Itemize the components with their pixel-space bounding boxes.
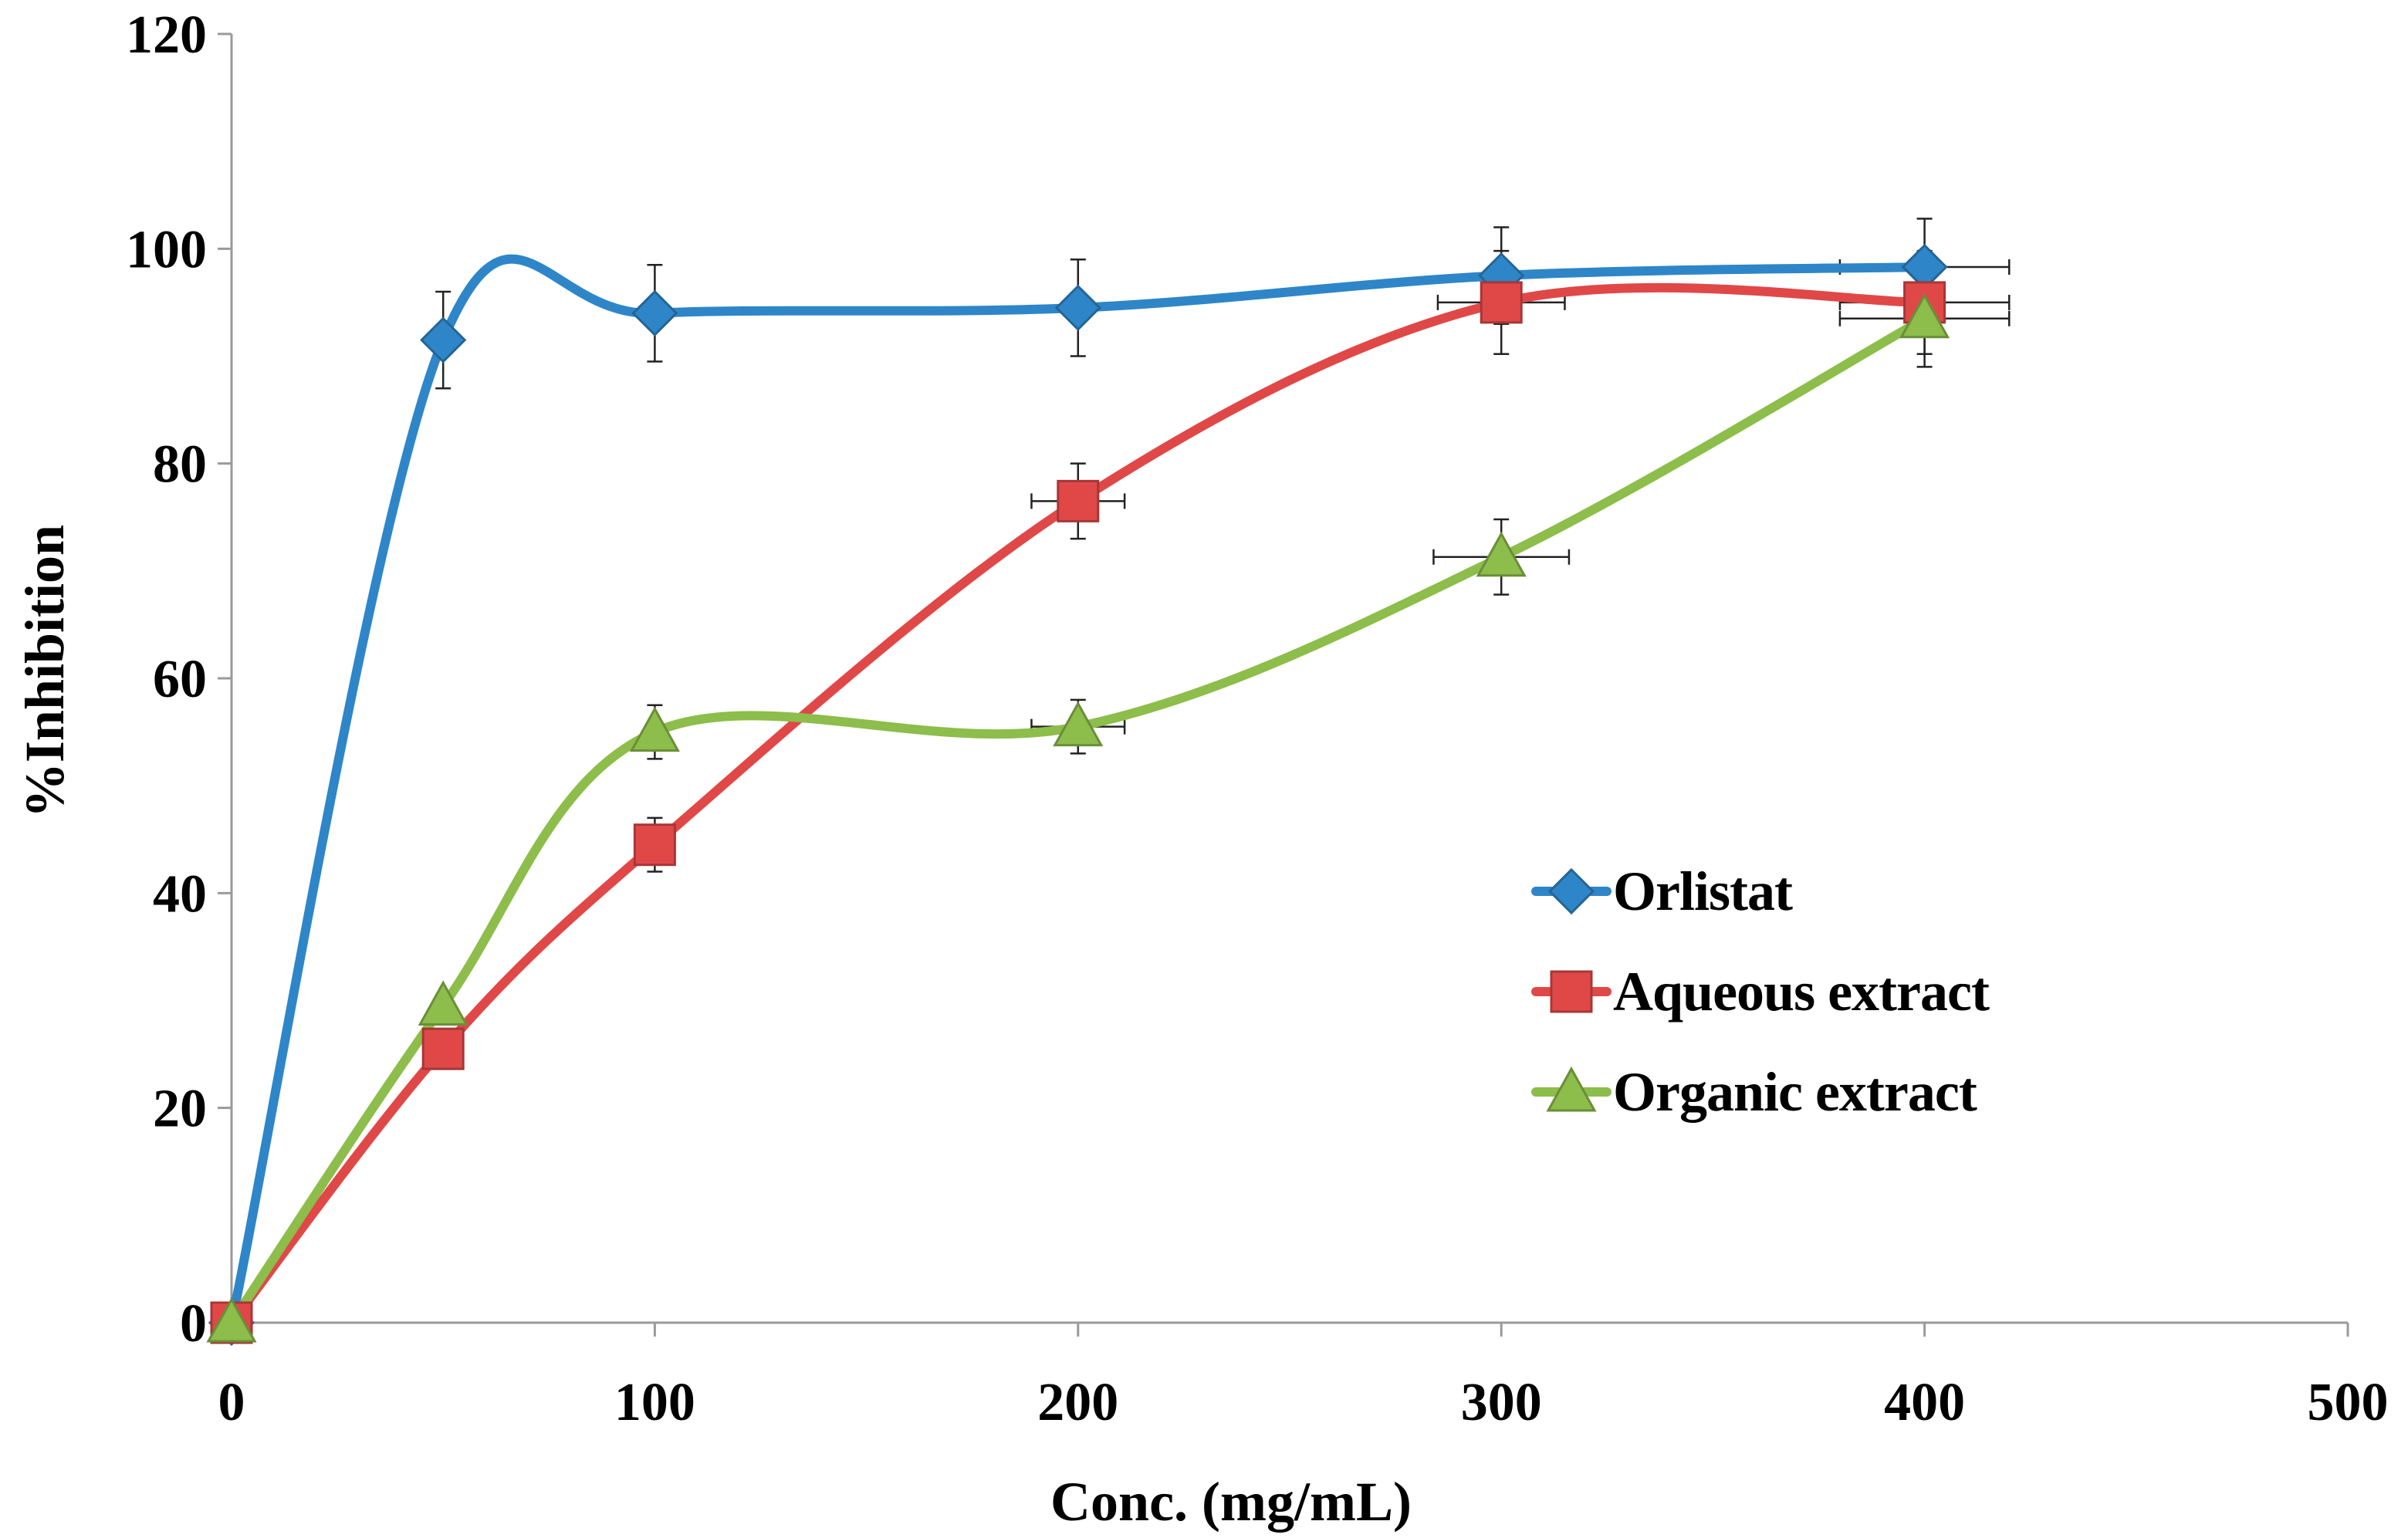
data-point-orlistat <box>1054 284 1101 331</box>
legend-marker-orlistat <box>1547 867 1595 915</box>
y-axis-title: %Inhibition <box>14 525 76 818</box>
y-tick-label: 80 <box>153 435 207 495</box>
data-point-organic-extract <box>206 1296 257 1343</box>
data-point-organic-extract <box>629 706 680 752</box>
legend-label-aqueous-extract: Aqueous extract <box>1613 961 1990 1023</box>
legend-marker-organic-extract <box>1546 1066 1597 1112</box>
x-tick-label: 500 <box>2308 1373 2389 1432</box>
tick-labels: 0 20 40 60 80 100 120 0 100 200 300 400 500 <box>126 5 2389 1432</box>
legend-label-organic-extract: Organic extract <box>1613 1061 1977 1123</box>
data-point-aqueous-extract <box>421 1027 465 1070</box>
data-point-organic-extract <box>1899 292 1950 339</box>
data-markers <box>206 243 1950 1347</box>
x-axis-title: Conc. (mg/mL) <box>1050 1471 1412 1533</box>
legend-marker-aqueous-extract <box>1550 970 1593 1013</box>
data-point-organic-extract <box>1476 531 1527 577</box>
data-point-orlistat <box>420 316 467 363</box>
data-point-orlistat <box>631 289 678 336</box>
data-point-aqueous-extract <box>633 823 676 867</box>
series-lines <box>227 254 1929 1327</box>
y-tick-label: 0 <box>180 1294 207 1354</box>
y-tick-label: 100 <box>126 220 207 279</box>
y-tick-label: 120 <box>126 5 207 65</box>
x-tick-label: 100 <box>614 1373 695 1432</box>
legend-label-orlistat: Orlistat <box>1613 860 1793 922</box>
y-tick-label: 60 <box>153 650 207 709</box>
y-tick-label: 20 <box>153 1080 207 1139</box>
data-point-organic-extract <box>418 980 468 1026</box>
x-tick-label: 300 <box>1461 1373 1542 1432</box>
x-tick-label: 400 <box>1884 1373 1965 1432</box>
data-point-aqueous-extract <box>1480 281 1523 324</box>
series-line-orlistat <box>227 254 1929 1327</box>
legend: Orlistat Aqueous extract Organic extract <box>1531 860 1990 1123</box>
axes <box>218 32 2349 1337</box>
y-tick-label: 40 <box>153 864 207 924</box>
data-point-aqueous-extract <box>1057 479 1100 522</box>
x-tick-label: 0 <box>218 1373 245 1432</box>
series-line-aqueous-extract <box>227 282 1929 1327</box>
data-point-organic-extract <box>1053 701 1104 747</box>
x-tick-label: 200 <box>1037 1373 1118 1432</box>
